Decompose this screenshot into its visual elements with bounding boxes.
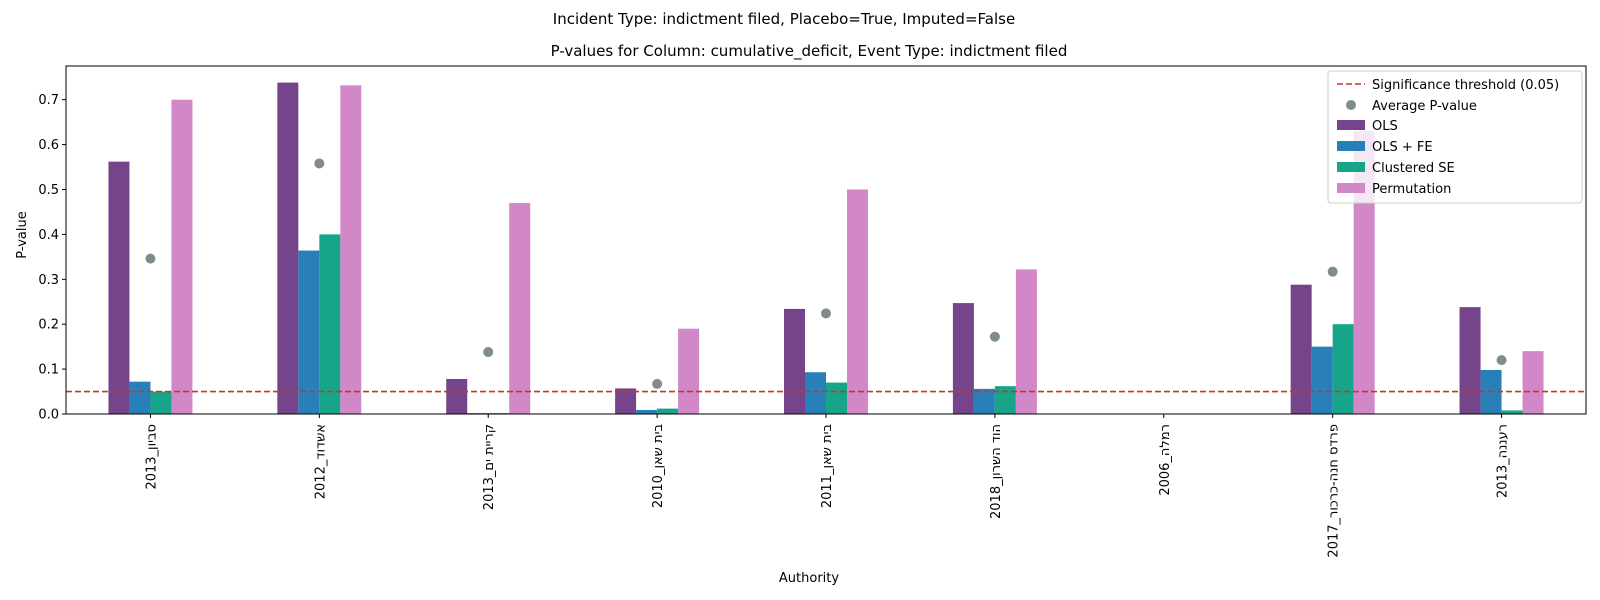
y-tick-label-0: 0.0 (38, 408, 59, 423)
average-point-3 (652, 378, 663, 389)
bar-clustered-se-8 (1501, 410, 1523, 414)
legend-permutation-label: Permutation (1372, 182, 1451, 197)
bar-ols-fe-0 (129, 381, 151, 414)
bar-permutation-4 (847, 189, 868, 414)
x-tick-label-4: בית שאן_2011 (820, 424, 835, 508)
average-point-2 (483, 347, 494, 358)
bar-ols-2 (446, 378, 468, 414)
legend-permutation-swatch (1337, 183, 1365, 193)
bar-ols-0 (108, 161, 130, 414)
y-tick-label-2: 0.2 (38, 318, 59, 333)
average-point-1 (314, 158, 325, 169)
y-tick-label-5: 0.5 (38, 183, 59, 198)
y-tick-label-3: 0.3 (38, 273, 59, 288)
legend-clustered-se-swatch (1337, 162, 1365, 172)
x-tick-label-8: רעננה_2013 (1496, 424, 1511, 498)
bar-ols-8 (1459, 307, 1481, 414)
average-point-8 (1496, 355, 1507, 366)
axes-layer: 0.0 0.1 0.2 0.3 0.4 0.5 0.6 0.7 סביון_2013 אשדוד_… (38, 65, 1587, 558)
legend-ols-fe-swatch (1337, 141, 1365, 151)
legend-ols-label: OLS (1372, 119, 1398, 134)
average-point-4 (821, 308, 831, 319)
x-tick-label-1: אשדוד_2012 (313, 424, 328, 499)
average-point-5 (989, 331, 1000, 342)
average-point-7 (1327, 266, 1338, 277)
bar-ols-7 (1290, 284, 1312, 414)
x-tick-label-2: קריית ים_2013 (482, 424, 497, 510)
bar-clustered-se-4 (826, 382, 847, 414)
bar-clustered-se-0 (150, 391, 172, 414)
x-tick-label-0: סביון_2013 (144, 424, 159, 490)
bar-clustered-se-1 (319, 234, 341, 414)
figure-suptitle: Incident Type: indictment filed, Placebo… (553, 10, 1015, 28)
y-tick-label-1: 0.1 (38, 363, 59, 378)
bars-layer (108, 82, 1544, 415)
y-tick-label-4: 0.4 (38, 228, 59, 243)
legend-average-swatch (1346, 100, 1356, 110)
bar-ols-1 (277, 82, 299, 414)
y-axis-label: P-value (15, 211, 30, 258)
legend-threshold-label: Significance threshold (0.05) (1372, 78, 1559, 93)
bar-permutation-1 (340, 85, 362, 415)
y-tick-label-7: 0.7 (38, 93, 59, 108)
bar-ols-4 (784, 308, 805, 414)
bar-clustered-se-3 (657, 408, 679, 414)
x-tick-label-7: פרדס חנה-כרכור_2017 (1327, 424, 1342, 558)
bar-clustered-se-7 (1332, 324, 1354, 414)
bar-ols-5 (952, 303, 974, 414)
average-point-0 (145, 253, 156, 264)
bar-permutation-2 (509, 202, 531, 414)
bar-ols-fe-4 (805, 372, 826, 414)
bar-clustered-se-5 (994, 386, 1016, 414)
bar-permutation-5 (1015, 269, 1037, 414)
bar-ols-fe-7 (1311, 346, 1333, 414)
chart-title: P-values for Column: cumulative_deficit,… (551, 42, 1068, 61)
x-tick-label-3: בית שאן_2010 (651, 424, 666, 508)
bar-permutation-8 (1522, 351, 1544, 414)
points-layer (145, 158, 1507, 389)
x-tick-label-5: הוד השרון_2018 (989, 424, 1004, 519)
legend-ols-swatch (1337, 120, 1365, 130)
legend: Significance threshold (0.05) Average P-… (1327, 70, 1583, 204)
x-axis-label: Authority (779, 571, 839, 586)
legend-average-label: Average P-value (1372, 99, 1477, 114)
bar-ols-fe-3 (636, 409, 658, 414)
x-tick-label-6: רמלה_2006 (1158, 424, 1173, 496)
legend-clustered-se-label: Clustered SE (1372, 161, 1455, 176)
y-tick-label-6: 0.6 (38, 138, 59, 153)
bar-ols-fe-1 (298, 250, 320, 414)
bar-ols-3 (615, 388, 637, 414)
legend-frame (1327, 70, 1583, 204)
legend-ols-fe-label: OLS + FE (1372, 140, 1433, 155)
bar-permutation-3 (678, 328, 700, 414)
bar-ols-fe-5 (973, 388, 995, 414)
bar-permutation-0 (171, 99, 193, 414)
